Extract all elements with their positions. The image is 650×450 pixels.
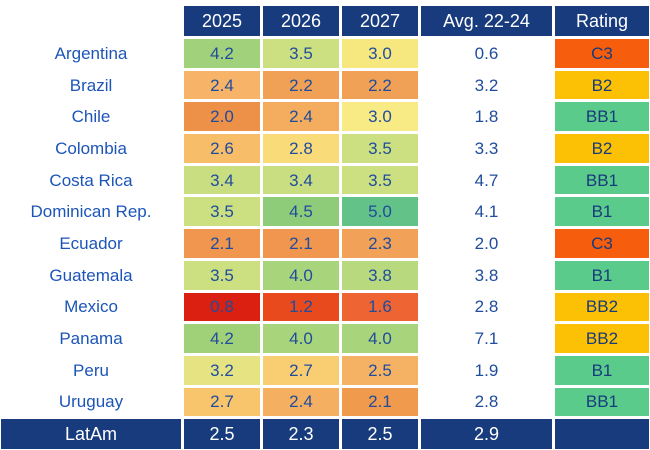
rating-badge: BB2 (555, 324, 649, 353)
avg-cell: 2.8 (421, 387, 552, 417)
value-cell: 2.2 (263, 70, 339, 100)
rating-badge: B1 (555, 355, 649, 385)
value-cell: 3.5 (263, 39, 339, 68)
rating-badge: B1 (555, 260, 649, 290)
header-avg-22-24: Avg. 22-24 (421, 6, 552, 36)
header-2027: 2027 (342, 6, 418, 36)
rating-badge: B2 (555, 70, 649, 100)
value-cell: 1.2 (263, 292, 339, 322)
value-cell: 3.4 (263, 165, 339, 195)
avg-cell: 2.0 (421, 229, 552, 258)
value-cell: 3.5 (184, 197, 260, 227)
avg-cell: 7.1 (421, 324, 552, 353)
value-cell: 5.0 (342, 197, 418, 227)
row-label-4: Costa Rica (49, 170, 133, 190)
footer-value-cell: 2.5 (342, 419, 418, 450)
rating-badge: BB1 (555, 387, 649, 417)
avg-cell: 4.7 (421, 165, 552, 195)
header-2026: 2026 (263, 6, 339, 36)
row-label-1: Brazil (69, 75, 113, 95)
rating-badge: BB2 (555, 292, 649, 322)
value-cell: 2.7 (184, 387, 260, 417)
row-label-6: Ecuador (59, 233, 123, 253)
value-cell: 2.8 (263, 134, 339, 163)
value-cell: 2.3 (342, 229, 418, 258)
avg-cell: 3.2 (421, 70, 552, 100)
value-cell: 2.1 (184, 229, 260, 258)
value-cell: 4.0 (263, 260, 339, 290)
value-cell: 3.5 (184, 260, 260, 290)
value-cell: 2.6 (184, 134, 260, 163)
value-cell: 2.4 (263, 102, 339, 132)
row-label-5: Dominican Rep. (30, 202, 152, 222)
value-cell: 2.0 (184, 102, 260, 132)
value-cell: 2.2 (342, 70, 418, 100)
value-cell: 4.2 (184, 324, 260, 353)
rating-badge: C3 (555, 229, 649, 258)
value-cell: 4.0 (263, 324, 339, 353)
value-cell: 2.1 (342, 387, 418, 417)
header-2025: 2025 (184, 6, 260, 36)
value-cell: 3.0 (342, 102, 418, 132)
avg-cell: 1.8 (421, 102, 552, 132)
value-cell: 4.2 (184, 39, 260, 68)
growth-forecast-table: 2025 2026 2027 Avg. 22-24 Rating Argenti… (1, 6, 649, 450)
avg-cell: 0.6 (421, 39, 552, 68)
avg-cell: 1.9 (421, 355, 552, 385)
row-label-7: Guatemala (49, 265, 133, 285)
value-cell: 3.4 (184, 165, 260, 195)
footer-value-cell: 2.5 (184, 419, 260, 450)
value-cell: 1.6 (342, 292, 418, 322)
footer-value-cell: 2.3 (263, 419, 339, 450)
row-label-3: Colombia (55, 138, 127, 158)
rating-badge: B2 (555, 134, 649, 163)
header-corner-blank (1, 6, 181, 36)
footer-label: LatAm (1, 419, 181, 450)
value-cell: 3.5 (342, 165, 418, 195)
row-label-9: Panama (59, 329, 123, 349)
value-cell: 3.0 (342, 39, 418, 68)
value-cell: 3.2 (184, 355, 260, 385)
rating-badge: BB1 (555, 102, 649, 132)
value-cell: 4.5 (263, 197, 339, 227)
value-cell: 0.8 (184, 292, 260, 322)
row-label-10: Peru (73, 360, 109, 380)
avg-cell: 3.3 (421, 134, 552, 163)
rating-badge: B1 (555, 197, 649, 227)
value-cell: 3.5 (342, 134, 418, 163)
rating-badge: BB1 (555, 165, 649, 195)
value-cell: 2.1 (263, 229, 339, 258)
footer-rating-blank (555, 419, 649, 450)
row-label-2: Chile (71, 107, 111, 127)
avg-cell: 3.8 (421, 260, 552, 290)
value-cell: 2.4 (263, 387, 339, 417)
header-rating: Rating (555, 6, 649, 36)
value-cell: 2.5 (342, 355, 418, 385)
value-cell: 2.4 (184, 70, 260, 100)
footer-avg-cell: 2.9 (421, 419, 552, 450)
row-label-8: Mexico (64, 297, 118, 317)
value-cell: 2.7 (263, 355, 339, 385)
avg-cell: 4.1 (421, 197, 552, 227)
value-cell: 4.0 (342, 324, 418, 353)
row-label-11: Uruguay (58, 392, 124, 412)
rating-badge: C3 (555, 39, 649, 68)
value-cell: 3.8 (342, 260, 418, 290)
avg-cell: 2.8 (421, 292, 552, 322)
row-label-0: Argentina (54, 43, 128, 63)
